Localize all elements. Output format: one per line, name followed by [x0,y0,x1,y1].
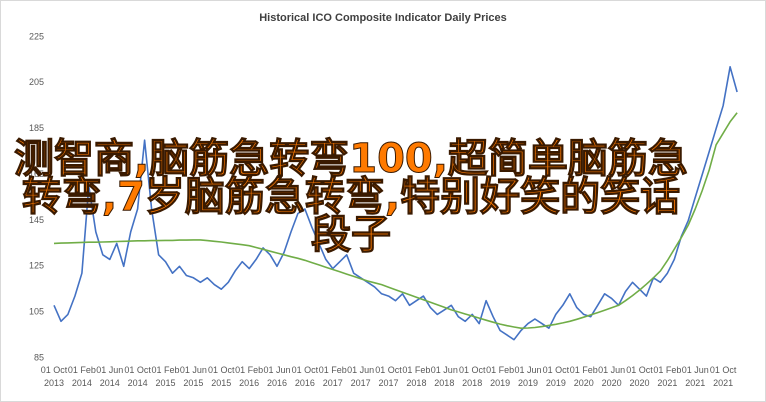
x-tick-label: 01 Oct 2021 [710,365,737,388]
x-tick-label: 01 Oct 2014 [124,365,151,388]
series-line [53,112,738,329]
x-tick-label: 01 Feb 2016 [235,365,263,388]
x-tick-label: 01 Feb 2015 [152,365,180,388]
chart-title: Historical ICO Composite Indicator Daily… [259,12,507,24]
overlay-text: 测智商,脑筋急转弯100,超简单脑筋急转弯,7岁脑筋急转弯,特别好笑的笑话段子 [14,136,689,258]
x-tick-label: 01 Oct 2019 [543,365,570,388]
x-tick-label: 01 Jun 2017 [347,365,374,388]
y-tick-label: 205 [29,77,44,87]
x-tick-label: 01 Jun 2014 [96,365,123,388]
x-tick-label: 01 Oct 2017 [375,365,402,388]
y-tick-label: 225 [29,31,44,41]
x-tick-label: 01 Oct 2016 [292,365,319,388]
x-tick-label: 01 Jun 2018 [431,365,458,388]
y-tick-label: 185 [29,123,44,133]
x-tick-label: 01 Jun 2020 [598,365,625,388]
x-tick-label: 01 Feb 2014 [68,365,96,388]
x-tick-label: 01 Jun 2016 [264,365,291,388]
x-tick-label: 01 Feb 2020 [570,365,598,388]
y-tick-label: 85 [34,352,44,362]
x-tick-label: 01 Oct 2020 [626,365,653,388]
y-tick-label: 145 [29,215,44,225]
x-tick-label: 01 Feb 2021 [653,365,681,388]
x-tick-label: 01 Oct 2015 [208,365,235,388]
x-tick-label: 01 Jun 2019 [514,365,541,388]
x-tick-label: 01 Feb 2019 [486,365,514,388]
x-tick-label: 01 Feb 2018 [402,365,430,388]
x-tick-label: 01 Oct 2013 [41,365,68,388]
x-tick-label: 01 Oct 2018 [459,365,486,388]
y-tick-label: 165 [29,169,44,179]
y-tick-label: 125 [29,261,44,271]
x-tick-label: 01 Jun 2021 [682,365,709,388]
y-tick-label: 105 [29,307,44,317]
series-line [53,66,738,341]
x-tick-label: 01 Jun 2015 [180,365,207,388]
x-tick-label: 01 Feb 2017 [319,365,347,388]
